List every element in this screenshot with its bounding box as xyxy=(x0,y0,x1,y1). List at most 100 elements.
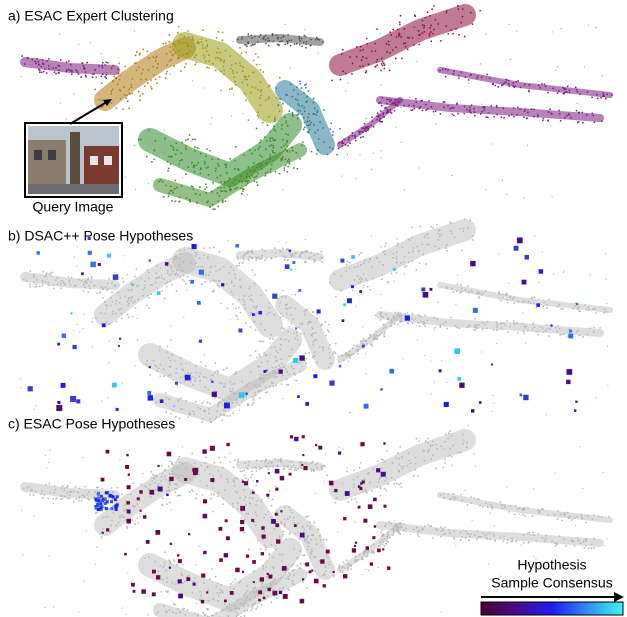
point xyxy=(250,257,253,259)
point xyxy=(33,281,35,284)
hypothesis xyxy=(203,499,208,504)
point xyxy=(312,344,314,346)
point xyxy=(293,517,295,519)
point xyxy=(140,138,142,141)
point xyxy=(300,333,302,335)
point xyxy=(280,522,283,525)
point xyxy=(210,379,212,381)
point xyxy=(250,311,253,314)
point xyxy=(549,328,551,330)
point xyxy=(270,346,273,349)
point xyxy=(287,568,289,571)
point xyxy=(399,446,401,448)
point-cloud-strand xyxy=(153,568,307,617)
point xyxy=(167,170,169,172)
point xyxy=(170,185,172,188)
hypothesis xyxy=(126,485,131,490)
point xyxy=(304,309,307,311)
point xyxy=(453,498,456,500)
point xyxy=(468,110,471,113)
point xyxy=(166,591,169,594)
point xyxy=(498,293,501,296)
point xyxy=(299,43,301,46)
point xyxy=(563,333,565,335)
hypothesis xyxy=(351,285,354,289)
point xyxy=(247,512,249,515)
point xyxy=(74,256,75,258)
point xyxy=(230,583,232,585)
point xyxy=(232,392,235,395)
hypothesis xyxy=(295,327,298,330)
point xyxy=(390,34,392,36)
point xyxy=(251,396,253,398)
point xyxy=(526,144,528,146)
point xyxy=(527,507,529,509)
point xyxy=(161,464,163,467)
point xyxy=(272,338,274,340)
point xyxy=(243,610,246,612)
point xyxy=(435,467,437,470)
point xyxy=(474,534,476,536)
hypothesis xyxy=(202,449,207,454)
point xyxy=(205,456,207,459)
point xyxy=(178,25,180,28)
point xyxy=(291,348,293,351)
point xyxy=(557,324,559,327)
point xyxy=(474,318,476,320)
point xyxy=(301,322,304,324)
point xyxy=(227,607,230,609)
point xyxy=(485,502,487,504)
point xyxy=(551,31,553,33)
point xyxy=(590,547,593,549)
point xyxy=(202,54,205,56)
point xyxy=(515,540,517,543)
point xyxy=(95,512,97,514)
point xyxy=(223,69,225,72)
point xyxy=(431,8,433,10)
point xyxy=(98,65,100,67)
point xyxy=(218,279,221,282)
point xyxy=(562,308,564,310)
point xyxy=(209,402,211,405)
point xyxy=(264,136,266,138)
point xyxy=(392,253,395,255)
point xyxy=(281,362,283,365)
point xyxy=(575,109,578,112)
point xyxy=(112,313,114,315)
point xyxy=(136,339,139,341)
point xyxy=(101,82,103,84)
point xyxy=(68,497,71,500)
point xyxy=(287,518,289,520)
point xyxy=(262,37,265,39)
point xyxy=(427,442,429,444)
point xyxy=(288,461,291,463)
point xyxy=(467,424,470,427)
point xyxy=(316,462,319,464)
point xyxy=(383,324,385,326)
point xyxy=(283,269,285,271)
point xyxy=(342,49,344,51)
point xyxy=(188,412,191,414)
point xyxy=(302,117,305,119)
point xyxy=(479,535,481,538)
point xyxy=(53,71,56,73)
point xyxy=(169,460,171,462)
point xyxy=(315,114,318,116)
point xyxy=(154,475,157,477)
point xyxy=(312,332,314,334)
point xyxy=(397,469,400,472)
point xyxy=(286,384,288,386)
point xyxy=(216,369,218,372)
hypothesis xyxy=(536,303,540,307)
point xyxy=(382,316,384,318)
point xyxy=(270,257,272,260)
point xyxy=(475,465,476,467)
hypothesis xyxy=(218,526,223,531)
point xyxy=(273,314,276,316)
point xyxy=(329,281,331,284)
point xyxy=(104,516,107,518)
point xyxy=(126,94,128,97)
point xyxy=(301,251,303,253)
point xyxy=(310,553,312,556)
point xyxy=(294,337,297,340)
